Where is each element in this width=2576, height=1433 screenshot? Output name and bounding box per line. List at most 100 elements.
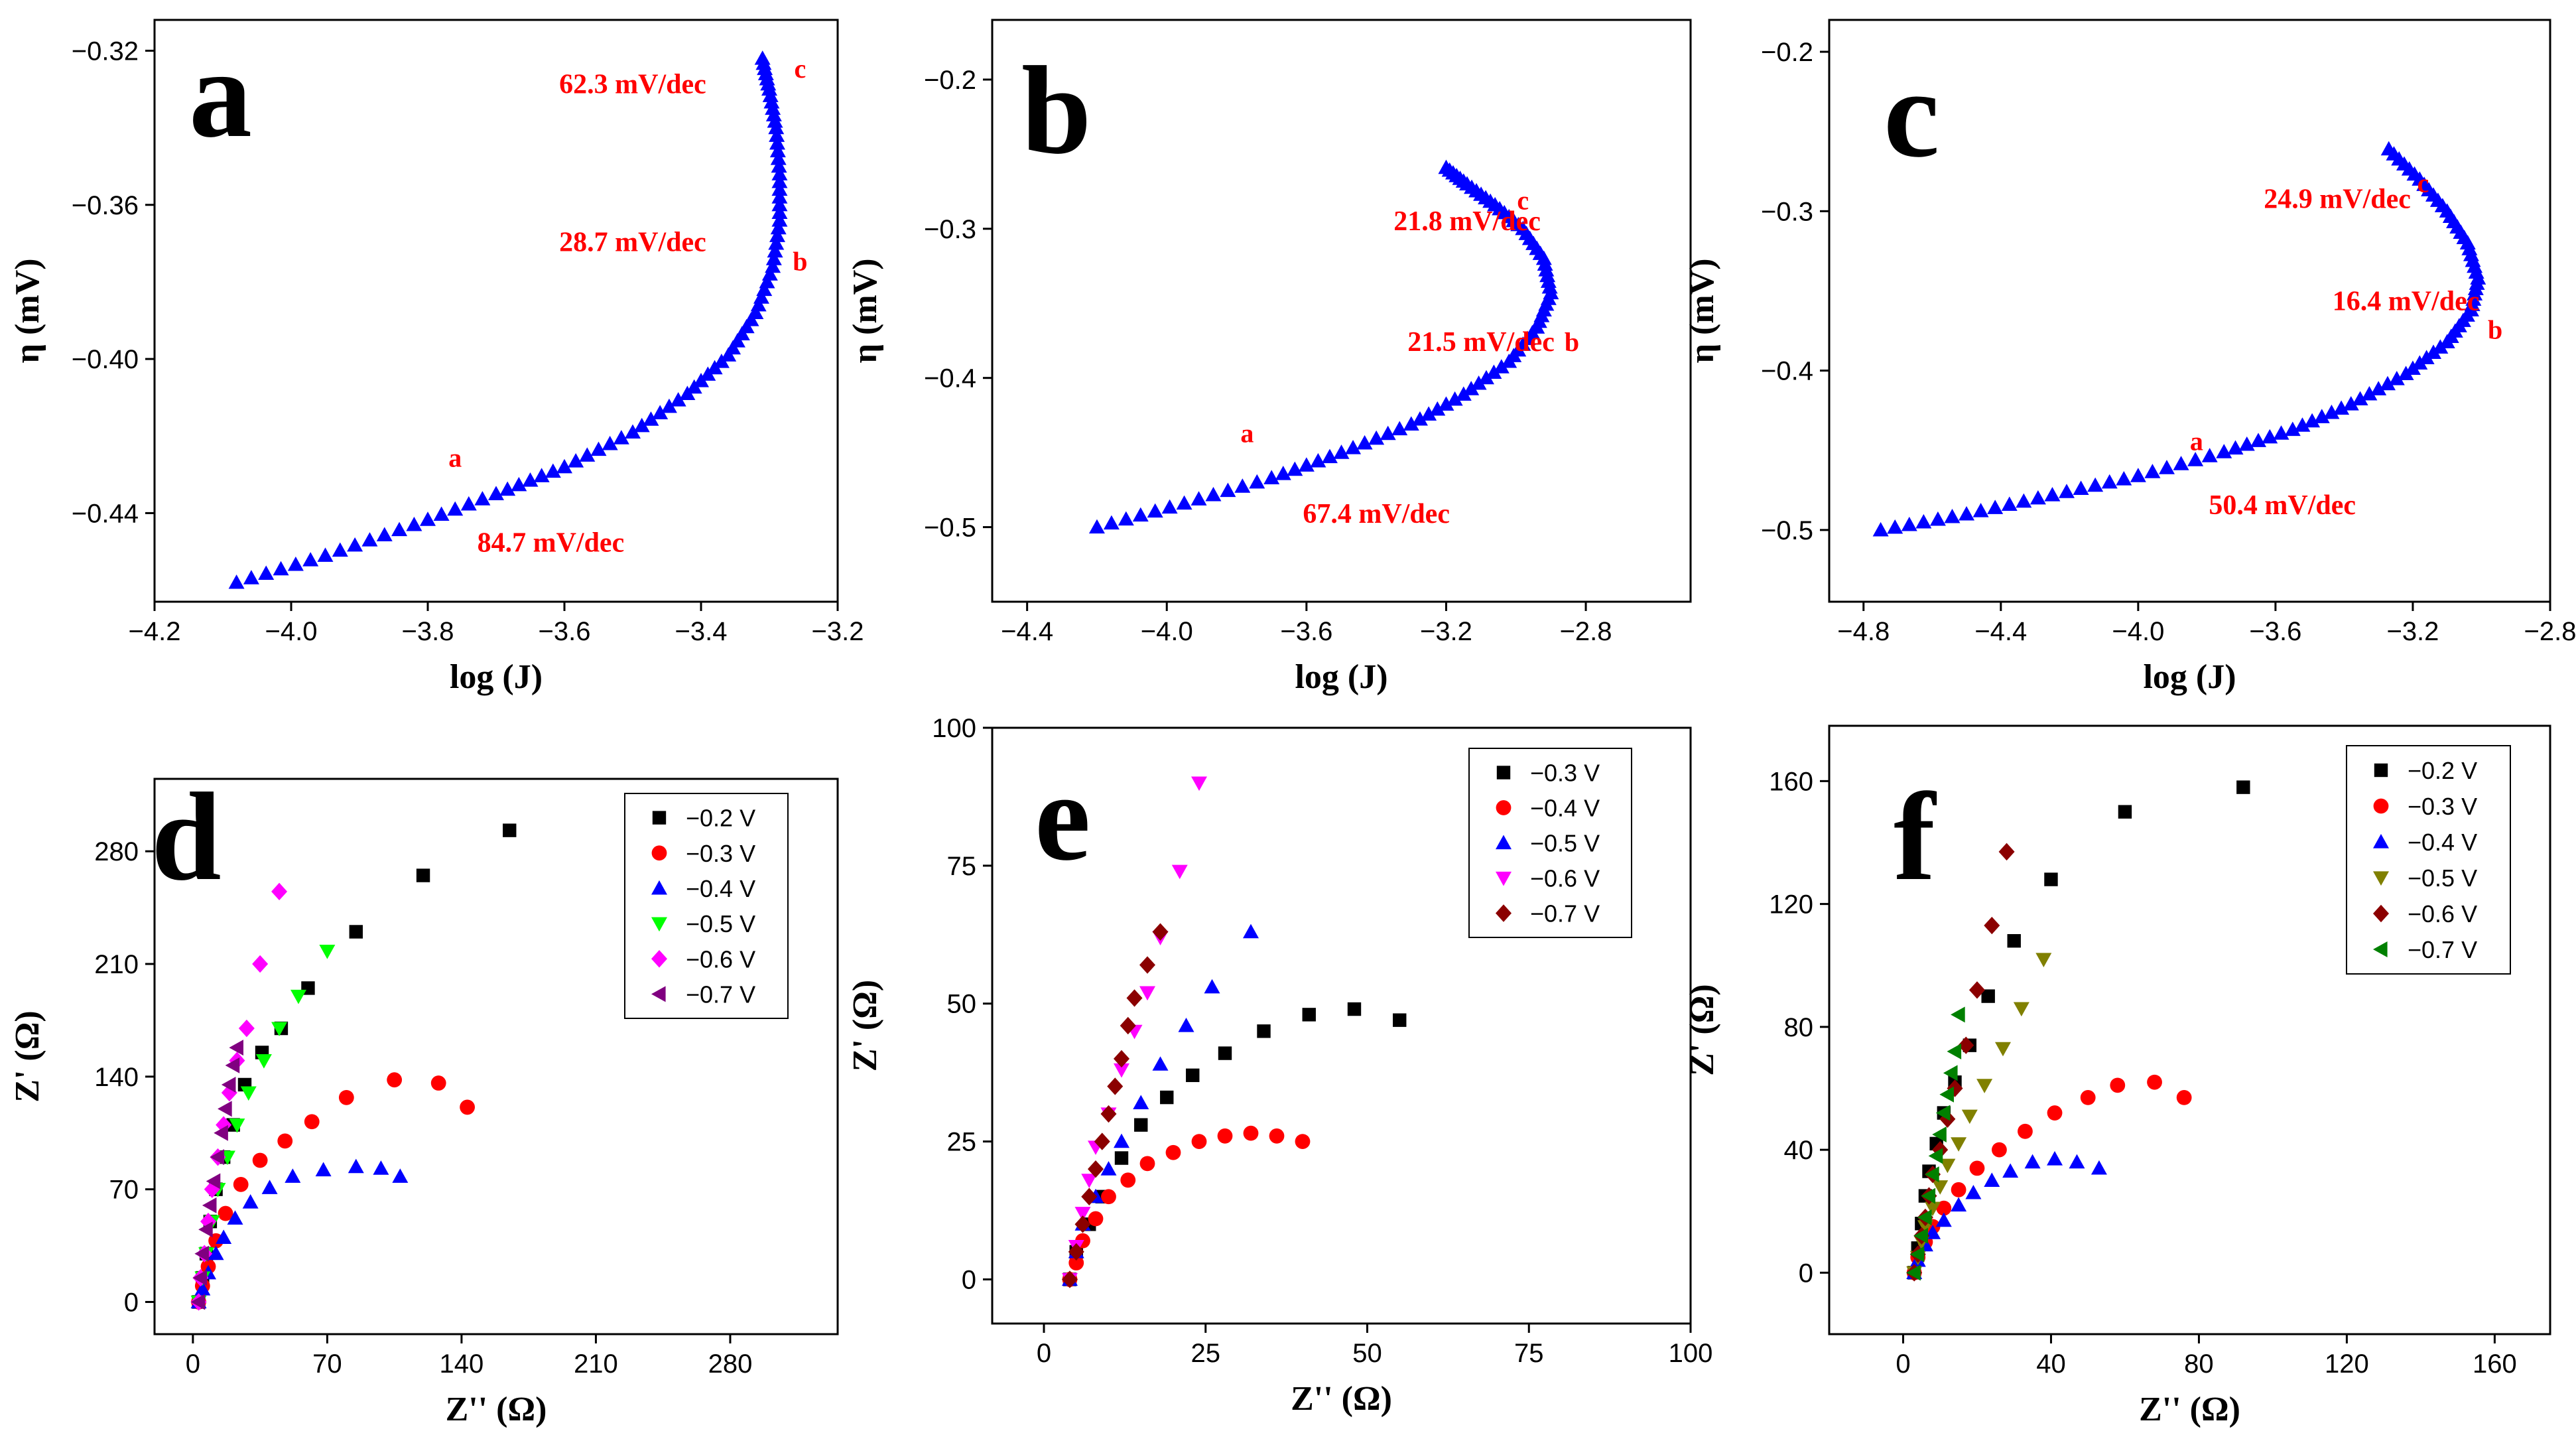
data-point	[2002, 1163, 2019, 1178]
data-point	[433, 506, 450, 521]
data-point	[332, 542, 348, 557]
data-point	[1298, 457, 1315, 472]
data-point	[750, 297, 767, 312]
y-tick-label: 160	[1769, 767, 1813, 796]
data-point	[373, 1160, 389, 1175]
data-point	[194, 1245, 209, 1262]
data-point	[376, 527, 393, 541]
data-point	[1447, 391, 1463, 406]
x-tick-label: −3.6	[1280, 617, 1332, 646]
data-point	[1160, 1090, 1174, 1105]
slope-annotation: b	[793, 247, 807, 277]
data-point	[1403, 416, 1419, 431]
data-point	[1992, 1142, 2007, 1158]
data-point	[227, 1210, 243, 1225]
data-point	[1062, 1270, 1078, 1288]
legend-entry: −0.3 V	[686, 840, 755, 867]
data-point	[216, 1116, 232, 1134]
data-point	[460, 1099, 476, 1115]
data-point	[1984, 1172, 2000, 1188]
x-tick-label: 80	[2184, 1349, 2214, 1379]
data-point	[613, 430, 629, 444]
data-point	[756, 281, 773, 297]
data-point	[1987, 500, 2004, 514]
data-point	[1333, 444, 1350, 459]
slope-annotation: a	[448, 443, 462, 473]
data-point	[652, 405, 669, 420]
data-point	[511, 476, 527, 492]
data-point	[1191, 491, 1207, 506]
data-point	[1100, 1105, 1117, 1123]
data-point	[1114, 1133, 1129, 1148]
x-tick-label: −4.8	[1837, 617, 1890, 646]
legend-marker	[2373, 941, 2388, 957]
slope-annotation: 24.9 mV/dec	[2264, 184, 2411, 215]
data-point	[770, 151, 787, 165]
data-point	[2388, 371, 2405, 385]
data-point	[1872, 521, 1889, 537]
data-point	[2069, 1154, 2085, 1169]
legend-entry: −0.5 V	[2408, 864, 2477, 892]
data-point	[1107, 1077, 1124, 1095]
data-point	[1998, 843, 2015, 861]
y-tick-label: −0.2	[1761, 38, 1813, 67]
x-tick-label: 70	[312, 1349, 342, 1379]
y-tick-label: 100	[932, 714, 976, 743]
y-axis-label: η (mV)	[1683, 258, 1721, 363]
data-point	[225, 1057, 240, 1073]
data-point	[1972, 503, 1989, 517]
y-tick-label: −0.5	[924, 513, 976, 543]
data-point	[447, 501, 464, 516]
data-point	[2047, 1151, 2063, 1166]
data-point	[1951, 1006, 1965, 1023]
data-point	[643, 411, 659, 426]
y-tick-label: −0.36	[72, 191, 139, 220]
series--0.2 V	[192, 823, 517, 1309]
data-point	[1218, 1046, 1232, 1060]
legend-marker	[1496, 800, 1512, 815]
panel-label: e	[1035, 748, 1090, 887]
data-point	[1118, 511, 1134, 526]
data-point	[218, 1205, 233, 1221]
data-point	[1191, 776, 1207, 791]
data-point	[317, 547, 334, 562]
data-point	[2013, 1002, 2029, 1017]
data-point	[1152, 1056, 1169, 1071]
data-point	[1935, 1212, 1952, 1227]
data-point	[2284, 421, 2301, 437]
data-point	[2379, 375, 2396, 391]
data-point	[2087, 477, 2104, 492]
data-point	[771, 158, 787, 173]
y-tick-label: −0.32	[72, 36, 139, 66]
data-point	[1486, 364, 1502, 379]
data-point	[1961, 1109, 1978, 1125]
data-point	[1161, 499, 1178, 514]
data-point	[1171, 864, 1188, 880]
data-point	[1951, 1197, 1967, 1212]
data-point	[767, 243, 783, 258]
plot-frame	[991, 726, 1692, 1325]
data-point	[533, 468, 550, 482]
data-point	[1936, 1200, 1952, 1216]
legend-marker	[2374, 763, 2388, 778]
data-point	[1932, 1126, 1947, 1142]
slope-annotation: 62.3 mV/dec	[559, 69, 706, 100]
data-point	[2361, 385, 2378, 401]
data-point	[416, 868, 430, 882]
data-point	[261, 1180, 278, 1194]
data-point	[661, 398, 677, 413]
data-point	[1493, 359, 1510, 374]
legend-entry: −0.4 V	[2408, 829, 2477, 856]
x-tick-label: 140	[440, 1349, 484, 1379]
data-point	[1943, 1065, 1958, 1081]
data-point	[1968, 981, 1985, 999]
data-point	[1220, 482, 1236, 498]
plot-frame	[1828, 19, 2551, 603]
data-point	[285, 1168, 301, 1183]
data-point	[1393, 1013, 1407, 1027]
data-point	[2116, 470, 2132, 486]
x-tick-label: −4.4	[1001, 617, 1053, 646]
data-point	[759, 273, 775, 289]
slope-annotation: b	[2488, 315, 2502, 345]
